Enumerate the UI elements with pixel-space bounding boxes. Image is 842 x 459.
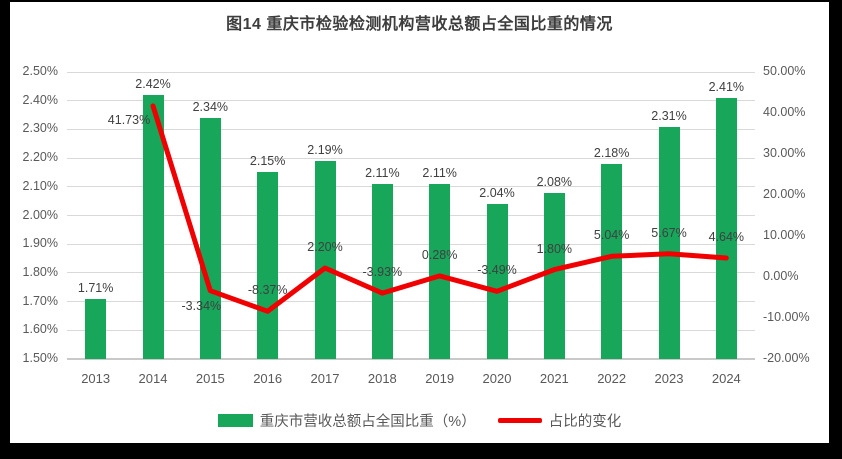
- gridline: [67, 100, 755, 102]
- gridline: [67, 71, 755, 73]
- right-axis-tick-label: 0.00%: [763, 269, 799, 283]
- line-point-label: -8.37%: [247, 283, 288, 298]
- right-axis-tick-label: 20.00%: [763, 187, 806, 201]
- legend-label-bar-series: 重庆市营收总额占全国比重（%）: [259, 414, 476, 430]
- bar: [199, 117, 221, 359]
- left-axis-tick-label: 1.90%: [22, 236, 58, 251]
- left-axis-tick-label: 2.20%: [22, 150, 58, 165]
- right-axis-tick-label: 50.00%: [763, 64, 806, 78]
- x-axis-tick-label: 2024: [711, 371, 741, 386]
- line-series-swatch-icon: [497, 418, 542, 423]
- x-axis-tick-label: 2017: [310, 371, 340, 386]
- left-axis-tick-label: 2.30%: [22, 121, 58, 136]
- bar-value-label: 2.19%: [307, 142, 343, 157]
- legend-item-line-series: 占比的变化: [497, 410, 622, 431]
- bar-value-label: 2.08%: [536, 174, 573, 189]
- bar-series-swatch-icon: [217, 414, 253, 427]
- left-axis-tick-label: 1.80%: [22, 264, 58, 279]
- line-point-label: 5.67%: [651, 225, 687, 240]
- bar-value-label: 2.31%: [651, 108, 687, 123]
- left-axis-tick-label: 2.40%: [22, 92, 58, 107]
- line-point-label: -3.34%: [181, 298, 222, 313]
- x-axis-tick-label: 2013: [81, 371, 111, 386]
- gridline: [67, 272, 755, 274]
- x-axis-tick-label: 2022: [597, 371, 627, 386]
- line-point-label: 41.73%: [107, 112, 151, 127]
- bar: [543, 192, 565, 359]
- bar: [257, 172, 279, 359]
- left-axis-tick-label: 2.10%: [22, 178, 58, 193]
- left-axis-tick-label: 2.50%: [22, 64, 58, 78]
- left-axis-tick-label: 2.00%: [22, 207, 58, 222]
- bar-value-label: 2.41%: [708, 79, 745, 94]
- gridline: [67, 243, 755, 245]
- bar: [85, 298, 107, 359]
- x-axis-tick-label: 2018: [367, 371, 397, 386]
- legend-label-line-series: 占比的变化: [548, 414, 622, 430]
- bar: [142, 94, 164, 359]
- legend: 重庆市营收总额占全国比重（%） 占比的变化: [10, 410, 829, 431]
- right-axis-tick-label: 10.00%: [763, 228, 806, 242]
- gridline: [67, 358, 755, 360]
- bar-value-label: 2.34%: [192, 99, 229, 114]
- right-axis-tick-label: -10.00%: [763, 310, 810, 324]
- x-axis-tick-label: 2016: [253, 371, 283, 386]
- chart-canvas: 图14 重庆市检验检测机构营收总额占全国比重的情况 2.50% 2.40% 2.30…: [10, 2, 829, 443]
- bar: [314, 160, 336, 359]
- line-point-label: -3.49%: [477, 263, 517, 278]
- line-point-label: 4.64%: [708, 229, 745, 244]
- left-axis-tick-label: 1.70%: [22, 293, 58, 308]
- x-axis-tick-label: 2014: [138, 371, 168, 386]
- right-axis-tick-label: 30.00%: [763, 146, 806, 160]
- line-point-label: -3.93%: [362, 265, 403, 280]
- bar-value-label: 2.04%: [479, 186, 515, 201]
- gridline: [67, 215, 755, 216]
- x-axis-tick-label: 2021: [539, 371, 569, 386]
- right-axis-tick-label: -20.00%: [763, 351, 810, 365]
- plot-area: 2.50% 2.40% 2.30% 2.20% 2.10% 2.00% 1.90% 1.80%…: [10, 2, 829, 443]
- bar-value-label: 1.71%: [77, 280, 114, 295]
- bar-value-label: 2.11%: [422, 165, 457, 180]
- line-point-label: 5.04%: [593, 228, 630, 243]
- bar-value-label: 2.18%: [593, 145, 630, 160]
- bar-value-label: 2.11%: [365, 165, 400, 180]
- line-point-label: 0.28%: [421, 247, 458, 262]
- legend-item-bar-series: 重庆市营收总额占全国比重（%）: [217, 410, 476, 431]
- gridline: [67, 157, 755, 159]
- bar: [486, 204, 508, 359]
- x-axis-tick-label: 2023: [654, 371, 684, 386]
- gridline: [67, 329, 755, 331]
- bar: [658, 126, 680, 359]
- right-axis-tick-label: 40.00%: [763, 105, 806, 119]
- x-axis-tick-label: 2019: [425, 371, 455, 386]
- x-axis-tick-label: 2015: [195, 371, 225, 386]
- gridline: [67, 186, 755, 188]
- line-point-label: 1.80%: [536, 241, 573, 256]
- bar-value-label: 2.42%: [135, 76, 171, 91]
- bar: [601, 163, 623, 359]
- line-point-label: 2.20%: [307, 239, 343, 254]
- gridline: [67, 128, 755, 130]
- left-axis-tick-label: 1.60%: [22, 322, 58, 337]
- chart-title: 图14 重庆市检验检测机构营收总额占全国比重的情况: [226, 16, 613, 33]
- bar-value-label: 2.15%: [249, 154, 286, 169]
- left-axis-tick-label: 1.50%: [22, 351, 58, 365]
- gridline: [67, 301, 755, 303]
- bar: [429, 183, 451, 359]
- x-axis-tick-label: 2020: [482, 371, 512, 386]
- bar: [715, 97, 737, 359]
